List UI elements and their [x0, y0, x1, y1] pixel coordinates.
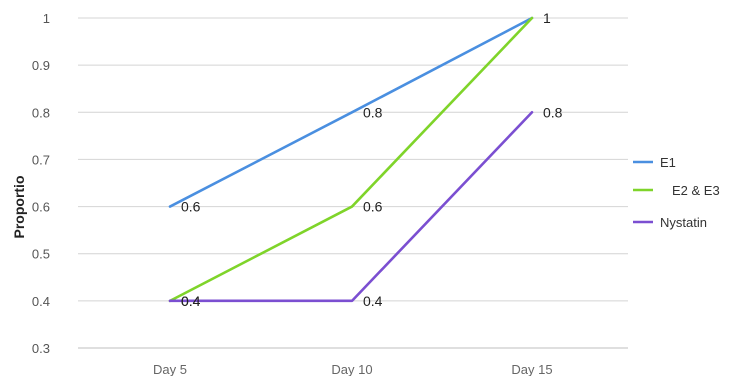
x-tick-label: Day 10 [331, 362, 372, 376]
data-label: 0.6 [363, 199, 383, 215]
data-label: 0.4 [181, 293, 201, 309]
data-label: 0.4 [181, 293, 201, 309]
legend-entry-label: E1 [660, 155, 676, 170]
data-label: 0.4 [363, 293, 383, 309]
data-label: 0.8 [543, 104, 563, 120]
legend-entry-label: E2 & E3 [672, 183, 720, 198]
y-tick-label: 0.3 [32, 341, 50, 356]
x-tick-label: Day 15 [511, 362, 552, 376]
y-tick-label: 0.6 [32, 200, 50, 215]
y-tick-label: 0.7 [32, 152, 50, 167]
data-labels: 0.60.810.40.60.4 0.40.8 [181, 10, 563, 309]
y-axis-label: Proportio [11, 176, 27, 239]
series-lines [168, 16, 534, 303]
x-tick-label: Day 5 [153, 362, 187, 376]
data-label: 0.8 [363, 104, 383, 120]
legend: E1 E2 & E3 Nystatin [633, 155, 720, 230]
y-tick-label: 0.9 [32, 58, 50, 73]
y-tick-label: 0.4 [32, 294, 50, 309]
y-tick-label: 0.8 [32, 105, 50, 120]
y-tick-label: 0.5 [32, 247, 50, 262]
series-line-nystatin [168, 110, 534, 303]
data-label: 1 [543, 10, 551, 26]
series-line-e1 [168, 16, 534, 208]
y-tick-label: 1 [43, 11, 50, 26]
legend-entry-label: Nystatin [660, 215, 707, 230]
y-axis-ticks: 0.3 0.4 0.5 0.6 0.7 0.8 0.9 1 [32, 11, 50, 356]
data-label: 0.6 [181, 199, 201, 215]
series-line-e2-e3 [168, 16, 534, 303]
x-axis-ticks: Day 5 Day 10 Day 15 [153, 362, 553, 376]
